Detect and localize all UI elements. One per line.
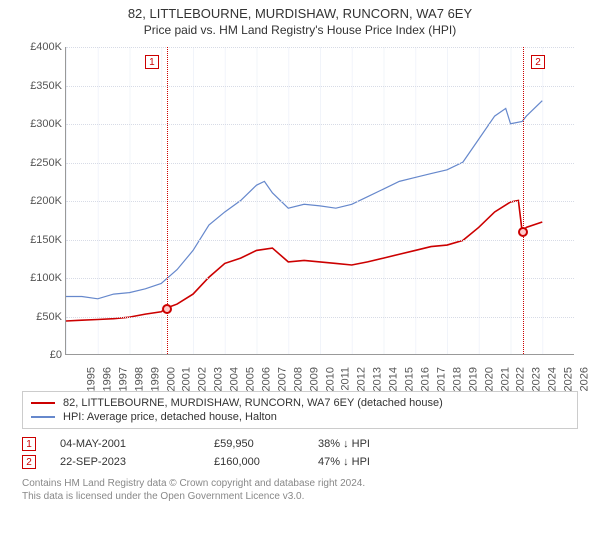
y-axis-tick-label: £400K bbox=[20, 41, 62, 53]
x-axis-tick-label: 2023 bbox=[531, 367, 543, 391]
x-axis-tick-label: 1998 bbox=[133, 367, 145, 391]
y-axis-tick-label: £150K bbox=[20, 234, 62, 246]
series-line-price_paid bbox=[66, 201, 542, 322]
chart-plot-area: 12 bbox=[65, 47, 574, 355]
sale-dot bbox=[162, 304, 172, 314]
x-axis-tick-label: 2013 bbox=[372, 367, 384, 391]
x-axis-tick-label: 1999 bbox=[149, 367, 161, 391]
y-axis-tick-label: £50K bbox=[20, 311, 62, 323]
x-axis-tick-label: 2007 bbox=[276, 367, 288, 391]
footer-line1: Contains HM Land Registry data © Crown c… bbox=[22, 477, 578, 490]
x-axis-tick-label: 2017 bbox=[435, 367, 447, 391]
y-axis-tick-label: £100K bbox=[20, 272, 62, 284]
x-axis-tick-label: 2015 bbox=[404, 367, 416, 391]
x-axis-tick-label: 2001 bbox=[181, 367, 193, 391]
legend-label: HPI: Average price, detached house, Halt… bbox=[63, 411, 277, 423]
chart-title: 82, LITTLEBOURNE, MURDISHAW, RUNCORN, WA… bbox=[0, 0, 600, 21]
sales-row-delta: 47% ↓ HPI bbox=[318, 456, 418, 468]
gridline-horizontal bbox=[66, 47, 574, 48]
x-axis-tick-label: 2003 bbox=[213, 367, 225, 391]
x-axis-tick-label: 2008 bbox=[292, 367, 304, 391]
y-axis-tick-label: £300K bbox=[20, 118, 62, 130]
chart-legend: 82, LITTLEBOURNE, MURDISHAW, RUNCORN, WA… bbox=[22, 391, 578, 429]
footer-attribution: Contains HM Land Registry data © Crown c… bbox=[22, 477, 578, 503]
x-axis-tick-label: 2024 bbox=[547, 367, 559, 391]
x-axis-tick-label: 2010 bbox=[324, 367, 336, 391]
sales-row-marker: 1 bbox=[22, 437, 36, 451]
chart-wrap: 12 £0£50K£100K£150K£200K£250K£300K£350K£… bbox=[20, 43, 580, 383]
legend-row: 82, LITTLEBOURNE, MURDISHAW, RUNCORN, WA… bbox=[31, 396, 569, 410]
legend-label: 82, LITTLEBOURNE, MURDISHAW, RUNCORN, WA… bbox=[63, 397, 443, 409]
x-axis-tick-label: 2000 bbox=[165, 367, 177, 391]
x-axis-tick-label: 2021 bbox=[499, 367, 511, 391]
y-axis-tick-label: £350K bbox=[20, 80, 62, 92]
series-line-hpi bbox=[66, 101, 542, 299]
x-axis-tick-label: 2009 bbox=[308, 367, 320, 391]
x-axis-tick-label: 2005 bbox=[245, 367, 257, 391]
gridline-horizontal bbox=[66, 86, 574, 87]
x-axis-tick-label: 2019 bbox=[467, 367, 479, 391]
x-axis-tick-label: 2014 bbox=[388, 367, 400, 391]
x-axis-tick-label: 2025 bbox=[563, 367, 575, 391]
x-axis-tick-label: 2026 bbox=[579, 367, 591, 391]
sale-marker-box: 1 bbox=[145, 55, 159, 69]
sales-row-price: £160,000 bbox=[214, 456, 294, 468]
x-axis-tick-label: 2002 bbox=[197, 367, 209, 391]
x-axis-tick-label: 1997 bbox=[117, 367, 129, 391]
y-axis-tick-label: £250K bbox=[20, 157, 62, 169]
sales-row-date: 04-MAY-2001 bbox=[60, 438, 190, 450]
footer-line2: This data is licensed under the Open Gov… bbox=[22, 490, 578, 503]
gridline-horizontal bbox=[66, 278, 574, 279]
sale-dot bbox=[518, 227, 528, 237]
sales-row: 2 22-SEP-2023 £160,000 47% ↓ HPI bbox=[22, 453, 578, 471]
chart-container: 82, LITTLEBOURNE, MURDISHAW, RUNCORN, WA… bbox=[0, 0, 600, 560]
x-axis-tick-label: 2020 bbox=[483, 367, 495, 391]
x-axis-tick-label: 2012 bbox=[356, 367, 368, 391]
x-axis-tick-label: 2006 bbox=[260, 367, 272, 391]
y-axis-tick-label: £0 bbox=[20, 349, 62, 361]
x-axis-tick-label: 2011 bbox=[339, 367, 351, 391]
gridline-horizontal bbox=[66, 317, 574, 318]
legend-swatch bbox=[31, 402, 55, 404]
chart-subtitle: Price paid vs. HM Land Registry's House … bbox=[0, 21, 600, 43]
gridline-horizontal bbox=[66, 240, 574, 241]
x-axis-tick-label: 1996 bbox=[101, 367, 113, 391]
y-axis-tick-label: £200K bbox=[20, 195, 62, 207]
gridline-horizontal bbox=[66, 124, 574, 125]
legend-row: HPI: Average price, detached house, Halt… bbox=[31, 410, 569, 424]
gridline-horizontal bbox=[66, 201, 574, 202]
sales-row: 1 04-MAY-2001 £59,950 38% ↓ HPI bbox=[22, 435, 578, 453]
legend-swatch bbox=[31, 416, 55, 418]
x-axis-tick-label: 2004 bbox=[229, 367, 241, 391]
sales-row-marker: 2 bbox=[22, 455, 36, 469]
x-axis-tick-label: 1995 bbox=[85, 367, 97, 391]
gridline-horizontal bbox=[66, 163, 574, 164]
sales-table: 1 04-MAY-2001 £59,950 38% ↓ HPI 2 22-SEP-2023… bbox=[22, 435, 578, 471]
x-axis-tick-label: 2018 bbox=[451, 367, 463, 391]
sales-row-delta: 38% ↓ HPI bbox=[318, 438, 418, 450]
x-axis-tick-label: 2022 bbox=[515, 367, 527, 391]
sales-row-price: £59,950 bbox=[214, 438, 294, 450]
sale-marker-box: 2 bbox=[531, 55, 545, 69]
sale-marker-line bbox=[523, 47, 524, 354]
sales-row-date: 22-SEP-2023 bbox=[60, 456, 190, 468]
x-axis-tick-label: 2016 bbox=[420, 367, 432, 391]
